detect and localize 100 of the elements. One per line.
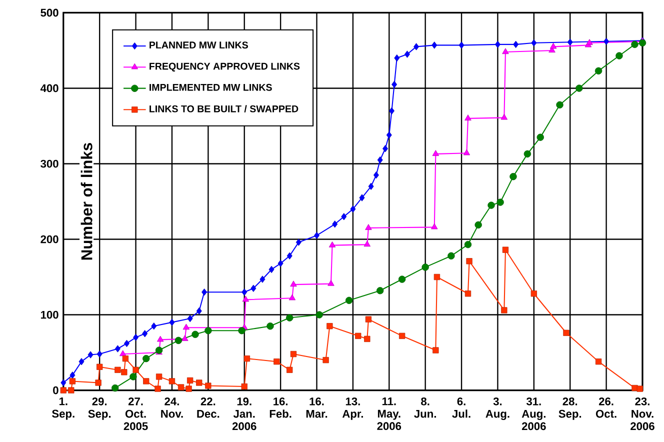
point xyxy=(563,330,570,336)
legend-label: PLANNED MW LINKS xyxy=(150,42,248,48)
point xyxy=(567,38,573,46)
point xyxy=(364,336,370,342)
point xyxy=(112,384,119,392)
point xyxy=(88,351,94,358)
point xyxy=(186,386,192,392)
point xyxy=(122,355,129,362)
x-tick-label: 22. Dec. xyxy=(197,397,220,418)
point xyxy=(531,39,537,46)
x-tick-label: 29. Sep. xyxy=(88,397,111,420)
point xyxy=(124,340,130,347)
point xyxy=(114,345,120,352)
point xyxy=(359,194,365,202)
point xyxy=(121,369,128,376)
x-tick-label: 16. Feb. xyxy=(270,397,292,418)
point xyxy=(502,48,509,54)
point xyxy=(68,387,74,394)
point xyxy=(156,374,162,380)
point xyxy=(286,366,293,373)
point xyxy=(202,288,208,296)
y-tick-label: 300 xyxy=(40,160,58,168)
point xyxy=(286,314,294,322)
point xyxy=(513,40,519,48)
point xyxy=(326,322,333,330)
point xyxy=(636,386,643,392)
x-tick-label: 11. May. 2006 xyxy=(377,397,402,430)
legend-label: IMPLEMENTED MW LINKS xyxy=(150,84,272,91)
point xyxy=(604,38,610,45)
point xyxy=(394,54,400,62)
point xyxy=(156,336,164,342)
y-tick-label: 200 xyxy=(40,235,58,244)
point xyxy=(388,107,394,114)
y-tick-label: 400 xyxy=(40,84,58,92)
point xyxy=(464,290,472,297)
point xyxy=(268,266,274,273)
x-tick-label: 16. Mar. xyxy=(306,397,328,418)
point xyxy=(133,334,139,341)
point xyxy=(241,383,248,390)
point xyxy=(398,276,406,283)
point xyxy=(355,332,362,339)
point xyxy=(316,311,323,318)
point xyxy=(168,378,176,384)
point xyxy=(373,171,379,179)
point xyxy=(392,80,398,88)
point xyxy=(530,290,537,297)
point xyxy=(95,380,102,386)
point xyxy=(143,378,150,384)
point xyxy=(196,380,202,386)
point xyxy=(386,131,392,139)
point xyxy=(464,240,472,248)
point xyxy=(364,240,371,246)
point xyxy=(204,326,212,334)
x-tick-label: 28. Sep. xyxy=(558,397,582,420)
point xyxy=(332,220,338,228)
point xyxy=(78,358,84,366)
point xyxy=(266,322,274,330)
point xyxy=(556,101,564,108)
point xyxy=(404,50,410,58)
point xyxy=(494,40,500,48)
x-tick-label: 31. Aug. 2006 xyxy=(522,397,546,430)
point xyxy=(274,358,280,365)
point xyxy=(96,350,102,358)
point xyxy=(463,149,470,156)
point xyxy=(328,241,336,248)
point xyxy=(178,384,184,390)
point xyxy=(341,212,347,220)
point xyxy=(586,39,593,45)
point xyxy=(286,252,292,260)
point xyxy=(350,205,356,213)
point xyxy=(431,223,438,230)
point xyxy=(322,356,329,364)
x-tick-label: 26. Oct. xyxy=(596,397,616,418)
y-tick-label: 100 xyxy=(40,310,58,319)
point xyxy=(500,114,508,120)
point xyxy=(616,52,623,60)
point xyxy=(594,67,602,74)
point xyxy=(432,347,439,354)
x-tick-label: 1. Sep. xyxy=(52,397,74,420)
point xyxy=(399,332,406,339)
point xyxy=(174,336,182,344)
point xyxy=(182,324,190,330)
x-tick-label: 24. Nov. xyxy=(161,397,183,418)
point xyxy=(474,221,482,228)
point xyxy=(448,252,455,260)
point xyxy=(432,150,440,156)
point xyxy=(328,280,334,286)
legend-label: LINKS TO BE BUILT / SWAPPED xyxy=(150,105,298,112)
point xyxy=(70,372,76,379)
point xyxy=(278,260,284,267)
point xyxy=(187,377,194,384)
point xyxy=(464,114,472,120)
point xyxy=(120,350,126,356)
point xyxy=(130,373,137,380)
point xyxy=(244,355,250,362)
point xyxy=(60,387,66,394)
point xyxy=(524,150,532,158)
x-tick-label: 27. Oct. 2005 xyxy=(124,397,148,430)
point xyxy=(414,43,420,50)
point xyxy=(502,246,509,253)
